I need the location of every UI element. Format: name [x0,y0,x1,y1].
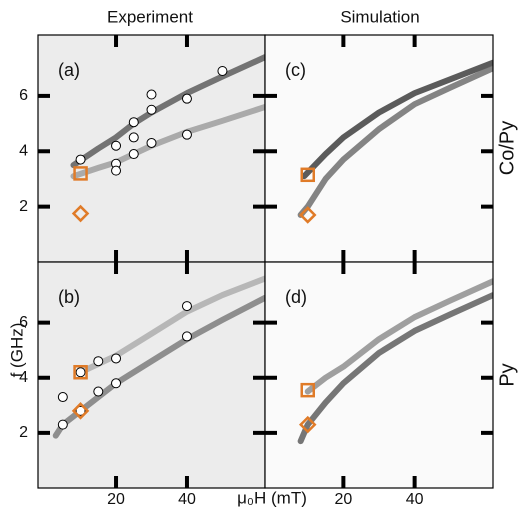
data-point [300,167,315,183]
data-point [73,166,88,181]
data-point [181,301,192,312]
panel-label: (b) [58,287,80,307]
x-tick-label: 40 [178,491,196,508]
panel-frame [264,261,494,489]
data-point [57,419,68,430]
data-point [75,405,86,416]
data-point [146,104,157,115]
panel: 2 4 6 (a) [19,34,266,263]
plot-area [297,59,493,218]
y-tick-label: 2 [19,424,28,441]
data-point [111,353,122,364]
data-point [73,364,88,380]
x-tick-label: 20 [107,491,125,508]
panel-label: (a) [58,60,80,80]
data-point [181,331,192,342]
spectral-band [304,278,493,395]
column-title: Experiment [107,7,193,26]
panel-label: (c) [285,60,306,80]
panel-label: (d) [285,287,307,307]
data-point [57,392,68,403]
panel: (c) [264,34,494,263]
spectral-band [77,275,265,376]
data-point [146,137,157,148]
panel: 2 4 6 20 40 (b) [19,261,266,508]
x-axis-label: μ₀H (mT) [237,488,307,507]
y-tick-label: 4 [19,142,28,159]
data-point [217,65,228,76]
spectral-band [301,59,493,180]
spectral-band [70,54,265,169]
y-tick-label: 4 [19,369,28,386]
data-point [111,378,122,389]
x-tick-label: 40 [406,491,424,508]
data-point [93,356,104,367]
panel-background [38,262,265,488]
y-tick-label: 2 [19,198,28,215]
data-point [146,89,157,100]
row-label: Co/Py [496,121,518,175]
panel: 20 40 (d) [264,261,494,508]
data-point [128,149,139,160]
data-point [71,204,90,223]
data-point [111,165,122,176]
y-tick-label: 6 [19,87,28,104]
column-title: Simulation [340,7,419,26]
data-point [300,382,315,398]
data-point [298,415,317,434]
data-point [128,132,139,143]
data-point [181,93,192,104]
data-point [75,367,86,378]
data-point [181,129,192,140]
y-tick-label: 6 [19,314,28,331]
x-tick-label: 20 [334,491,352,508]
data-point [75,154,86,165]
panel-background [265,35,493,262]
data-point [93,386,104,397]
row-label: Py [496,363,518,386]
data-point [111,140,122,151]
data-point [71,402,90,420]
data-point [128,117,139,128]
y-axis-label: f (GHz) [7,323,26,378]
spectral-band [297,65,493,218]
data-point [298,206,317,224]
